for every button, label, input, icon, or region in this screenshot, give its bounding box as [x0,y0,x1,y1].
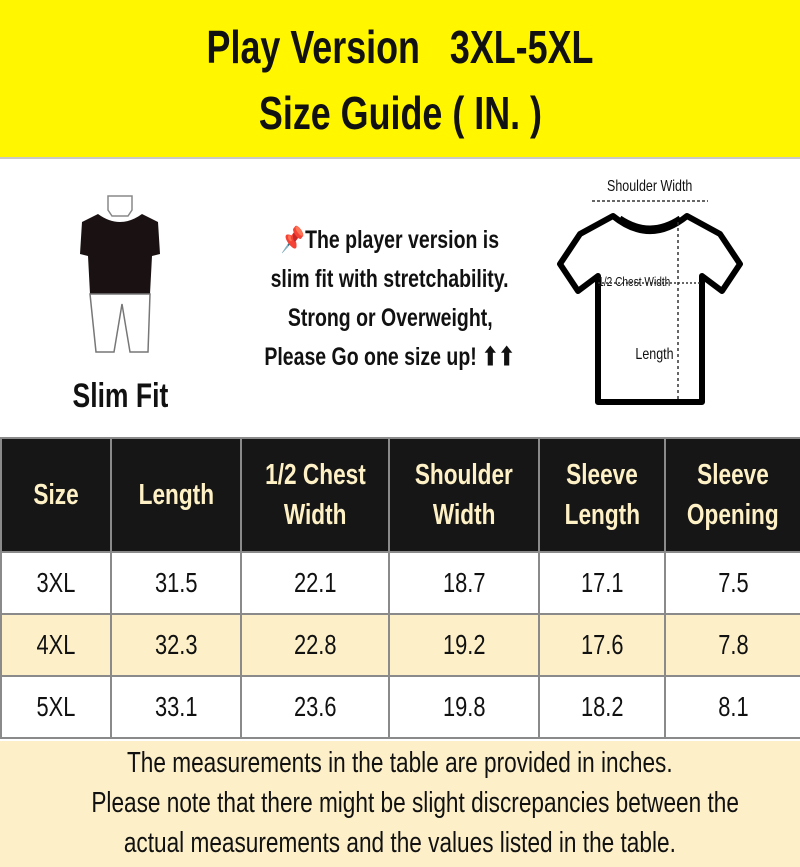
pushpin-icon: 📌 [280,226,306,254]
table-row: 3XL 31.5 22.1 18.7 17.1 7.5 [0,551,800,615]
t-shirt-diagram: Shoulder Width 1/2 Chest Width Length [550,174,750,424]
table-cell: 22.1 [240,551,390,615]
footer-note: The measurements in the table are provid… [0,741,800,867]
footer-line: actual measurements and the values liste… [123,827,676,859]
table-cell: 7.5 [664,551,800,615]
table-cell: 18.7 [388,551,540,615]
note-line: Please Go one size up! ⬆⬆ [264,343,516,371]
table-cell: 33.1 [110,675,242,739]
table-cell: 5XL [0,675,112,739]
table-cell: 32.3 [110,613,242,677]
column-header-length: Length [110,437,242,553]
title-line-2: Size Guide ( IN. ) [258,87,542,139]
footer-line: Please note that there might be slight d… [91,787,739,819]
table-row: 5XL 33.1 23.6 19.8 18.2 8.1 [0,675,800,739]
table-cell: 18.2 [538,675,666,739]
table-header-row: Size Length 1/2 Chest Width Shoulder Width… [0,437,800,553]
fit-note: 📌The player version is slim fit with str… [220,221,560,377]
table-cell: 8.1 [664,675,800,739]
length-label: Length [635,346,674,363]
column-header-shoulder-width: Shoulder Width [388,437,540,553]
slim-fit-figure-icon [80,195,160,353]
table-cell: 19.8 [388,675,540,739]
table-cell: 17.6 [538,613,666,677]
table-row: 4XL 32.3 22.8 19.2 17.6 7.8 [0,613,800,677]
slim-fit-label: Slim Fit [72,377,168,415]
table-cell: 17.1 [538,551,666,615]
footer-line: The measurements in the table are provid… [127,747,673,779]
shoulder-width-label: Shoulder Width [607,178,693,195]
table-cell: 31.5 [110,551,242,615]
size-table: Size Length 1/2 Chest Width Shoulder Width… [0,437,800,739]
column-header-sleeve-length: Sleeve Length [538,437,666,553]
fit-info-section: Slim Fit 📌The player version is slim fit… [0,159,800,437]
table-cell: 19.2 [388,613,540,677]
table-cell: 4XL [0,613,112,677]
column-header-size: Size [0,437,112,553]
table-cell: 22.8 [240,613,390,677]
note-line: Strong or Overweight, [287,304,493,332]
table-cell: 3XL [0,551,112,615]
note-line: The player version is [305,226,500,254]
t-shirt-diagram-icon [557,200,743,405]
table-cell: 7.8 [664,613,800,677]
note-line: slim fit with stretchability. [270,265,509,293]
chest-width-label: 1/2 Chest Width [598,274,671,289]
column-header-sleeve-opening: Sleeve Opening [664,437,800,553]
column-header-chest-width: 1/2 Chest Width [240,437,390,553]
title-banner: Play Version 3XL-5XL Size Guide ( IN. ) [0,0,800,159]
title-line-1: Play Version 3XL-5XL [206,21,594,73]
table-cell: 23.6 [240,675,390,739]
